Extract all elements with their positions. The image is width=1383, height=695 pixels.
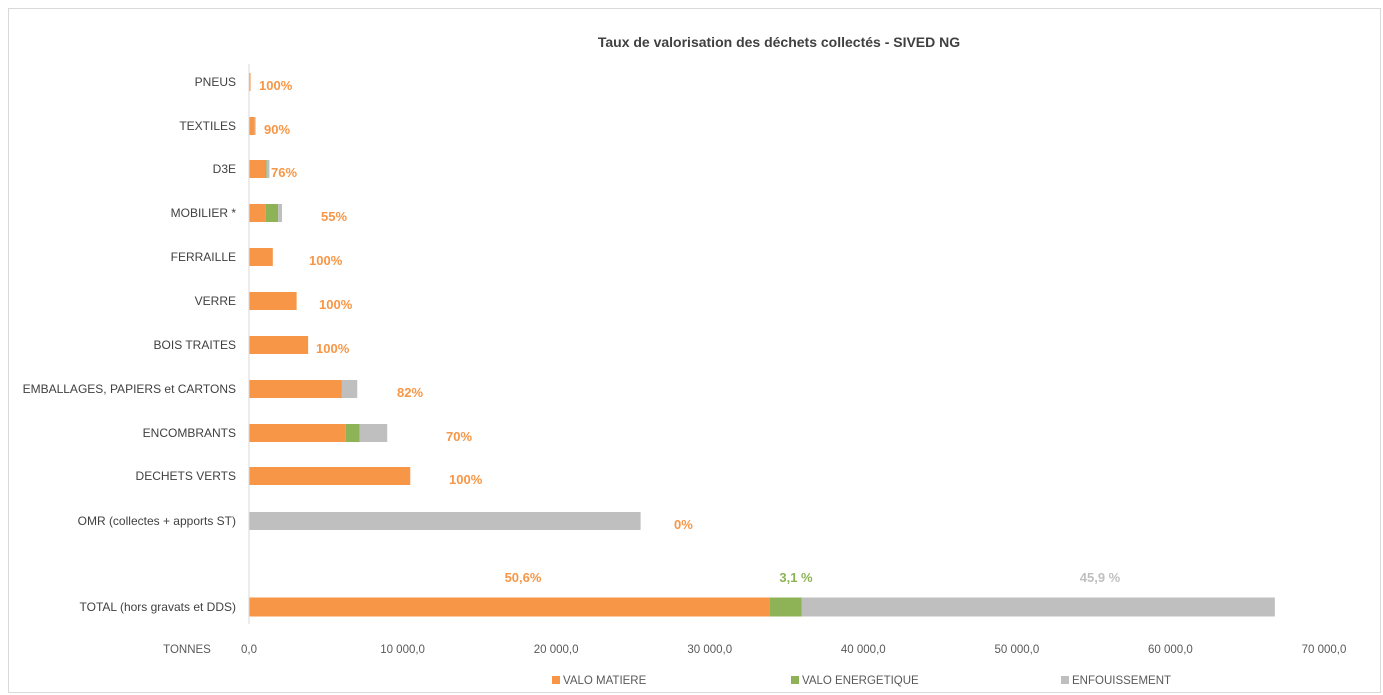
x-tick-label: 10 000,0	[380, 644, 425, 656]
bar-valo-matiere	[249, 380, 342, 398]
x-axis-label: TONNES	[163, 644, 211, 656]
category-label: VERRE	[195, 294, 236, 308]
category-label: PNEUS	[195, 75, 236, 89]
legend: VALO MATIERE VALO ENERGETIQUE ENFOUISSEMEN…	[552, 675, 1171, 687]
bar-enfouissement	[249, 512, 641, 530]
x-tick-label: 30 000,0	[687, 644, 732, 656]
category-labels: PNEUS TEXTILES D3E MOBILIER * FERRAILLE VERRE…	[23, 75, 237, 614]
rate-labels: 100% 90% 76% 55% 100% 100% 100% 82% 70% 100% 0% 50,…	[259, 78, 1121, 585]
total-rate-label: 50,6%	[505, 570, 542, 585]
x-tick-label: 70 000,0	[1302, 644, 1347, 656]
rate-label: 70%	[446, 429, 472, 444]
category-label: D3E	[213, 162, 236, 176]
bar-valo-matiere	[249, 424, 346, 442]
bar-valo-matiere	[249, 248, 273, 266]
rate-label: 100%	[449, 472, 483, 487]
legend-entry: ENFOUISSEMENT	[1072, 675, 1171, 687]
bar-valo-matiere	[249, 336, 309, 354]
category-label: FERRAILLE	[171, 250, 236, 264]
legend-swatch	[791, 676, 799, 684]
rate-label: 100%	[259, 78, 293, 93]
chart-frame: Taux de valorisation des déchets collect…	[8, 8, 1381, 693]
category-label: TEXTILES	[179, 119, 236, 133]
bar-valo-energetique	[769, 597, 802, 617]
bar-enfouissement	[359, 424, 388, 442]
x-axis: TONNES 0,0 10 000,0 20 000,0 30 000,0 40 000…	[163, 64, 1346, 656]
x-tick-label: 40 000,0	[841, 644, 886, 656]
bars-layer	[249, 73, 1275, 617]
total-rate-label: 3,1 %	[779, 570, 813, 585]
rate-label: 100%	[309, 253, 343, 268]
category-label: ENCOMBRANTS	[143, 426, 236, 440]
bar-valo-matiere	[249, 73, 251, 91]
category-label: TOTAL (hors gravats et DDS)	[80, 600, 237, 614]
bar-valo-matiere	[249, 160, 266, 178]
bar-valo-matiere	[249, 597, 770, 617]
bar-valo-matiere	[249, 467, 411, 485]
bar-enfouissement	[278, 204, 283, 222]
category-label: BOIS TRAITES	[154, 338, 236, 352]
rate-label: 100%	[316, 341, 350, 356]
bar-enfouissement	[254, 117, 256, 135]
x-tick-label: 20 000,0	[534, 644, 579, 656]
x-tick-label: 0,0	[241, 644, 257, 656]
category-label: DECHETS VERTS	[136, 469, 236, 483]
bar-enfouissement	[801, 597, 1275, 617]
rate-label: 55%	[321, 209, 347, 224]
bar-valo-energetique	[265, 160, 267, 178]
total-rate-label: 45,9 %	[1080, 570, 1121, 585]
category-label: OMR (collectes + apports ST)	[78, 514, 236, 528]
bar-valo-energetique	[345, 424, 360, 442]
bar-enfouissement	[266, 160, 270, 178]
legend-entry: VALO MATIERE	[563, 675, 647, 687]
x-tick-label: 60 000,0	[1148, 644, 1193, 656]
bar-enfouissement	[341, 380, 358, 398]
bar-valo-matiere	[249, 292, 297, 310]
stacked-bar-chart: Taux de valorisation des déchets collect…	[23, 34, 1347, 687]
bar-valo-energetique	[265, 204, 279, 222]
rate-label: 100%	[319, 297, 353, 312]
rate-label: 0%	[674, 517, 693, 532]
bar-valo-matiere	[249, 204, 266, 222]
rate-label: 90%	[264, 122, 290, 137]
bar-valo-matiere	[249, 117, 255, 135]
legend-entry: VALO ENERGETIQUE	[802, 675, 919, 687]
x-tick-label: 50 000,0	[994, 644, 1039, 656]
category-label: MOBILIER *	[171, 206, 237, 220]
legend-swatch	[1061, 676, 1069, 684]
legend-swatch	[552, 676, 560, 684]
rate-label: 76%	[271, 165, 297, 180]
rate-label: 82%	[397, 385, 423, 400]
category-label: EMBALLAGES, PAPIERS et CARTONS	[23, 382, 236, 396]
chart-title: Taux de valorisation des déchets collect…	[598, 34, 960, 50]
